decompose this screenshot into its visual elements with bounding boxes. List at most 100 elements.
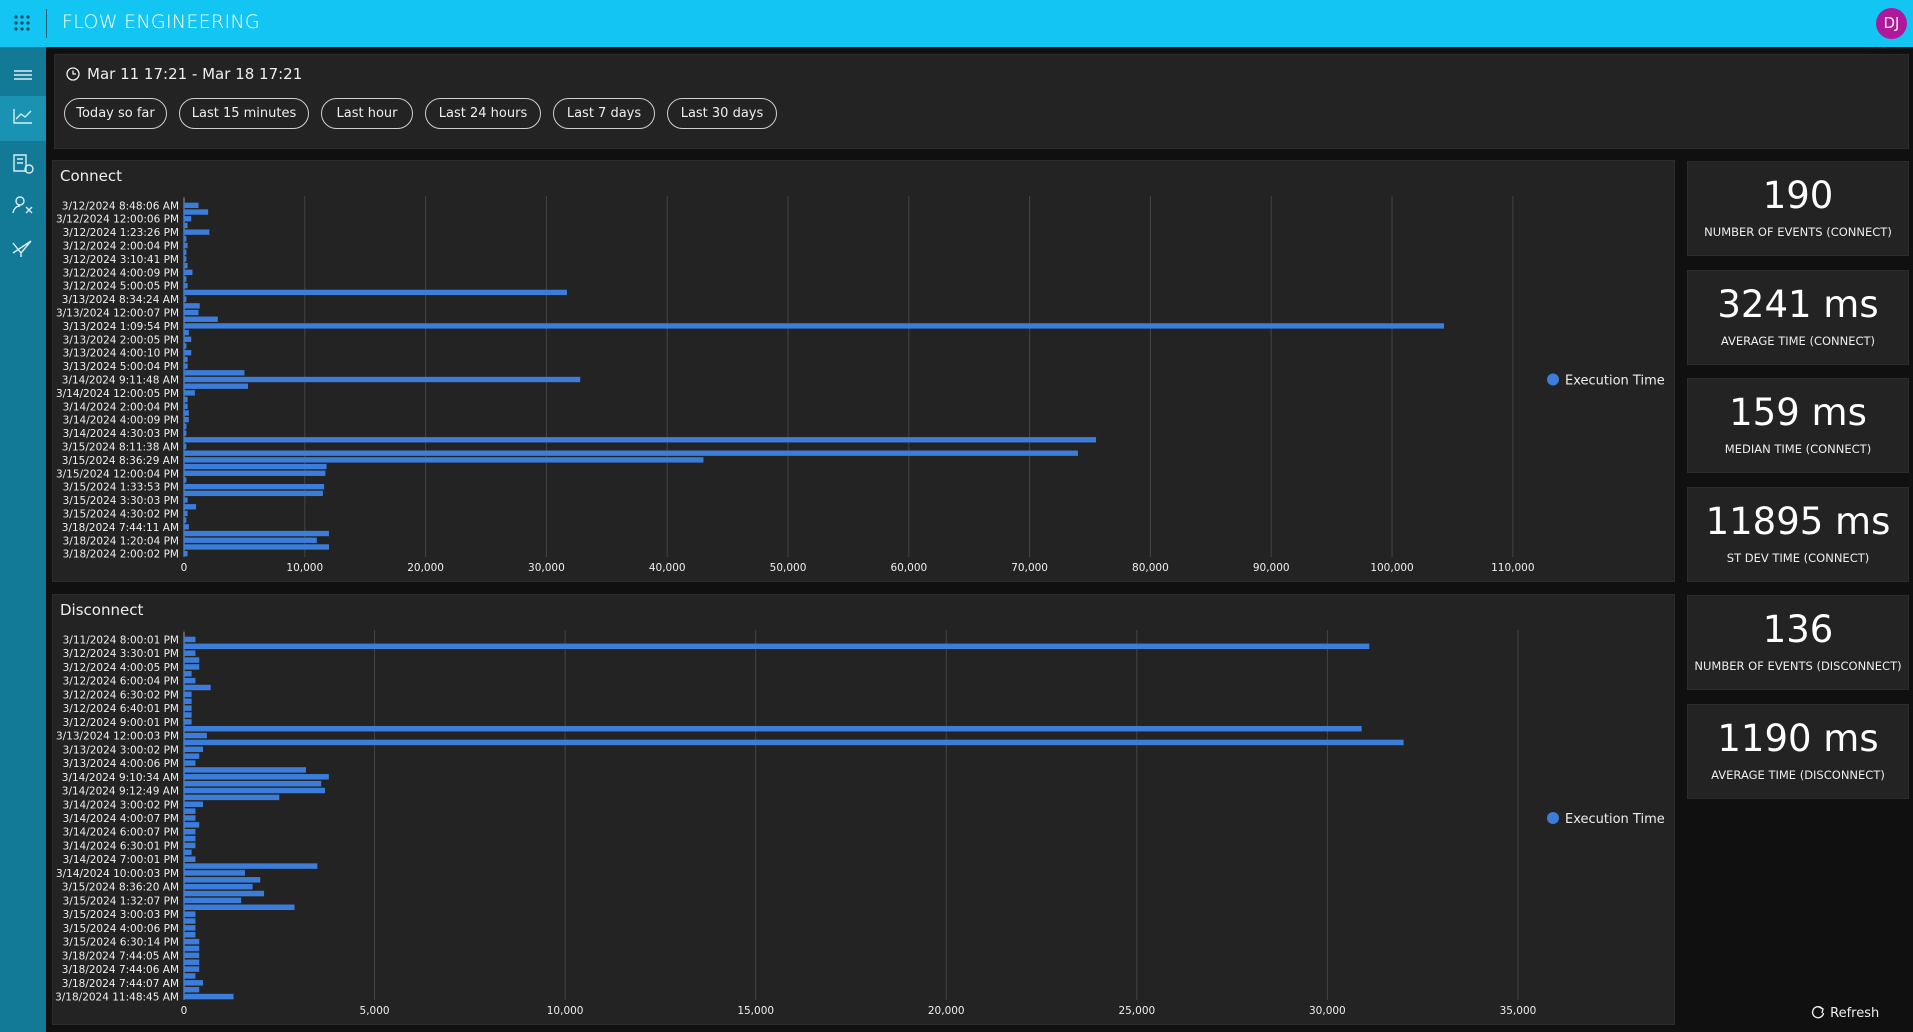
bar: [184, 719, 192, 725]
stat-value: 136: [1762, 608, 1834, 651]
range-button[interactable]: Today so far: [64, 98, 167, 129]
bar: [184, 517, 187, 523]
bar: [184, 938, 200, 945]
x-tick-label: 20,000: [407, 562, 444, 574]
bar: [184, 417, 189, 423]
x-tick-label: 30,000: [528, 562, 565, 574]
bar: [184, 671, 192, 677]
range-button[interactable]: Last 24 hours: [425, 98, 541, 129]
y-tick-label: 3/15/2024 4:00:06 PM: [63, 923, 179, 935]
y-tick-label: 3/14/2024 2:00:04 PM: [63, 401, 179, 413]
y-tick-label: 3/12/2024 8:48:06 AM: [62, 200, 179, 212]
y-tick-label: 3/15/2024 3:00:03 PM: [63, 909, 179, 921]
chart-title: Disconnect: [60, 601, 143, 619]
bar: [184, 256, 187, 262]
bar: [184, 437, 1097, 443]
bar: [184, 794, 280, 801]
bar: [184, 343, 187, 349]
y-tick-label: 3/15/2024 8:36:20 AM: [62, 882, 179, 894]
stat-value: 11895 ms: [1705, 500, 1891, 543]
bar: [184, 403, 188, 409]
bar: [184, 643, 1370, 650]
bar: [184, 828, 196, 835]
bar: [184, 356, 188, 363]
bar: [184, 296, 187, 302]
x-tick-label: 80,000: [1132, 562, 1169, 574]
refresh-label: Refresh: [1830, 1006, 1880, 1021]
bar: [184, 856, 196, 862]
stat-card: 11895 ms ST DEV TIME (CONNECT): [1687, 487, 1909, 582]
x-tick-label: 0: [181, 1005, 188, 1017]
bar: [184, 530, 329, 537]
bar: [184, 801, 204, 808]
avatar[interactable]: DJ: [1876, 8, 1907, 39]
bar: [184, 289, 567, 296]
bar: [184, 986, 200, 993]
y-tick-label: 3/12/2024 4:00:09 PM: [63, 267, 179, 279]
bar: [184, 450, 1078, 456]
y-tick-label: 3/14/2024 9:12:49 AM: [62, 786, 179, 798]
bar: [184, 376, 581, 383]
refresh-icon: [1811, 1006, 1825, 1019]
y-tick-label: 3/15/2024 4:30:02 PM: [63, 508, 179, 520]
bar: [184, 222, 188, 229]
x-tick-label: 15,000: [737, 1005, 774, 1017]
range-button[interactable]: Last 7 days: [553, 98, 655, 129]
stat-label: NUMBER OF EVENTS (DISCONNECT): [1694, 659, 1902, 673]
bar: [184, 329, 189, 336]
stat-card: 3241 ms AVERAGE TIME (CONNECT): [1687, 270, 1909, 365]
bar: [184, 504, 197, 510]
bar: [184, 746, 204, 753]
y-tick-label: 3/12/2024 4:00:05 PM: [63, 662, 179, 674]
bar: [184, 966, 200, 972]
y-tick-label: 3/18/2024 1:20:04 PM: [63, 535, 179, 547]
bar: [184, 993, 234, 1000]
bar: [184, 725, 1362, 732]
bar: [184, 276, 187, 282]
bar: [184, 780, 322, 787]
range-button[interactable]: Last hour: [321, 98, 413, 129]
x-tick-label: 10,000: [547, 1005, 584, 1017]
bar: [184, 911, 196, 917]
bar: [184, 537, 317, 543]
bar: [184, 657, 200, 663]
nav-icons[interactable]: [0, 47, 46, 287]
y-tick-label: 3/12/2024 9:00:01 PM: [63, 717, 179, 729]
bar: [184, 664, 200, 670]
refresh-button[interactable]: Refresh: [1810, 1004, 1879, 1021]
bar: [184, 350, 192, 356]
bar: [184, 370, 245, 376]
bar: [184, 316, 218, 322]
y-tick-label: 3/14/2024 12:00:05 PM: [56, 388, 179, 400]
y-tick-label: 3/13/2024 3:00:02 PM: [63, 744, 179, 756]
bar: [184, 524, 189, 530]
y-tick-label: 3/15/2024 12:00:04 PM: [56, 468, 179, 480]
app-launcher[interactable]: [13, 14, 31, 32]
y-tick-label: 3/18/2024 7:44:07 AM: [62, 978, 179, 990]
stat-value: 190: [1762, 174, 1834, 217]
active-item: [0, 96, 46, 141]
x-tick-label: 70,000: [1011, 562, 1048, 574]
bar: [184, 242, 188, 249]
range-button[interactable]: Last 30 days: [667, 98, 777, 129]
bar: [184, 470, 326, 476]
x-tick-label: 60,000: [890, 562, 927, 574]
bar: [184, 410, 189, 416]
chart-panel: Disconnect 0 5,000 10,000 15,000 20,000 25,000…: [52, 594, 1675, 1025]
y-tick-label: 3/14/2024 4:00:07 PM: [63, 813, 179, 825]
y-tick-label: 3/12/2024 3:10:41 PM: [63, 254, 179, 266]
chart: Disconnect 0 5,000 10,000 15,000 20,000 25,000…: [55, 601, 1665, 1017]
bar: [184, 383, 249, 389]
range-button[interactable]: Last 15 minutes: [179, 98, 309, 129]
y-tick-label: 3/15/2024 1:32:07 PM: [63, 895, 179, 907]
bar: [184, 457, 704, 463]
x-tick-label: 90,000: [1253, 562, 1290, 574]
stat-value: 3241 ms: [1717, 283, 1879, 326]
y-tick-label: 3/15/2024 8:36:29 AM: [62, 455, 179, 467]
stat-value: 1190 ms: [1717, 717, 1879, 760]
time-range-panel: Mar 11 17:21 - Mar 18 17:21 Today so far…: [54, 54, 1909, 149]
bar: [184, 904, 295, 911]
bar: [184, 550, 188, 557]
bar: [184, 390, 195, 396]
app-title: FLOW ENGINEERING: [62, 11, 260, 33]
